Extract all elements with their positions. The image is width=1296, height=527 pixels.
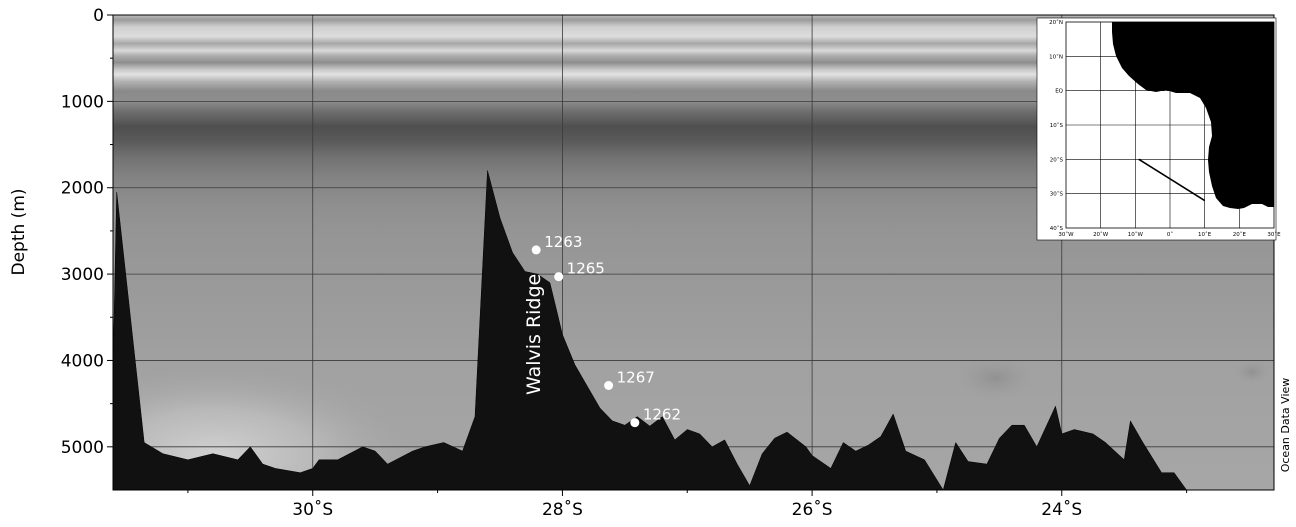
inset-location-map: 30˚W 20˚W 10˚W 0˚ 10˚E 20˚E 30˚E 20˚N 10˚N EQ 10˚S…	[1036, 17, 1281, 241]
station-1265-point	[554, 272, 564, 282]
station-1262-label: 1262	[643, 406, 681, 424]
map-lon-label-2: 10˚W	[1128, 231, 1144, 238]
station-1263-label: 1263	[544, 233, 582, 251]
walvis-ridge-label: Walvis Ridge	[523, 274, 545, 395]
dark-patch-east-edge	[1234, 360, 1270, 384]
y-axis-label: Depth (m)	[9, 188, 29, 275]
island-icon	[1116, 33, 1120, 39]
x-tick-label-3: 24˚S	[1041, 499, 1082, 520]
ocean-data-view-label: Ocean Data View	[1279, 378, 1292, 473]
stations: 1263 1265 1267 1262	[531, 233, 681, 428]
x-tick-label-1: 28˚S	[542, 499, 583, 520]
station-1267-point	[604, 381, 614, 390]
transect-line	[1138, 158, 1206, 202]
inset-map-grid	[1066, 22, 1274, 228]
station-1267-label: 1267	[617, 369, 655, 387]
map-lon-label-5: 20˚E	[1233, 231, 1247, 238]
x-axis: 30˚S 28˚S 26˚S 24˚S	[187, 490, 1188, 520]
seafloor-bathymetry	[113, 170, 1274, 490]
map-lat-label-2: EQ	[1055, 89, 1063, 95]
map-lat-label-4: 20˚S	[1050, 156, 1064, 163]
y-tick-label-2: 2000	[61, 179, 104, 199]
y-tick-label-1: 1000	[61, 92, 104, 112]
station-1265-label: 1265	[567, 260, 605, 278]
map-lat-label-1: 10˚N	[1049, 53, 1063, 60]
x-tick-label-2: 26˚S	[792, 499, 833, 520]
y-axis: 0 1000 2000 3000 4000 5000	[61, 6, 113, 458]
map-lon-label-3: 0˚	[1167, 231, 1173, 238]
y-tick-label-5: 5000	[61, 438, 104, 458]
y-tick-label-4: 4000	[61, 351, 104, 371]
map-lat-label-3: 10˚S	[1050, 122, 1064, 129]
map-lon-label-1: 20˚W	[1093, 231, 1109, 238]
y-tick-label-3: 3000	[61, 265, 104, 285]
plot-frame	[112, 14, 1275, 491]
map-lat-label-6: 40˚S	[1050, 225, 1064, 232]
inset-map-labels: 30˚W 20˚W 10˚W 0˚ 10˚E 20˚E 30˚E 20˚N 10˚N EQ 10˚S…	[1049, 19, 1281, 238]
map-lat-label-0: 20˚N	[1049, 19, 1063, 26]
y-tick-label-0: 0	[93, 6, 104, 26]
africa-land	[1112, 22, 1274, 209]
x-tick-label-0: 30˚S	[292, 499, 333, 520]
map-lon-label-0: 30˚W	[1058, 231, 1074, 238]
map-lon-label-6: 30˚E	[1267, 231, 1281, 238]
dark-patch-deep-east	[955, 356, 1035, 400]
map-lon-label-4: 10˚E	[1198, 231, 1212, 238]
station-1263-point	[531, 245, 541, 255]
station-1262-point	[630, 418, 640, 428]
map-lat-label-5: 30˚S	[1050, 191, 1064, 198]
